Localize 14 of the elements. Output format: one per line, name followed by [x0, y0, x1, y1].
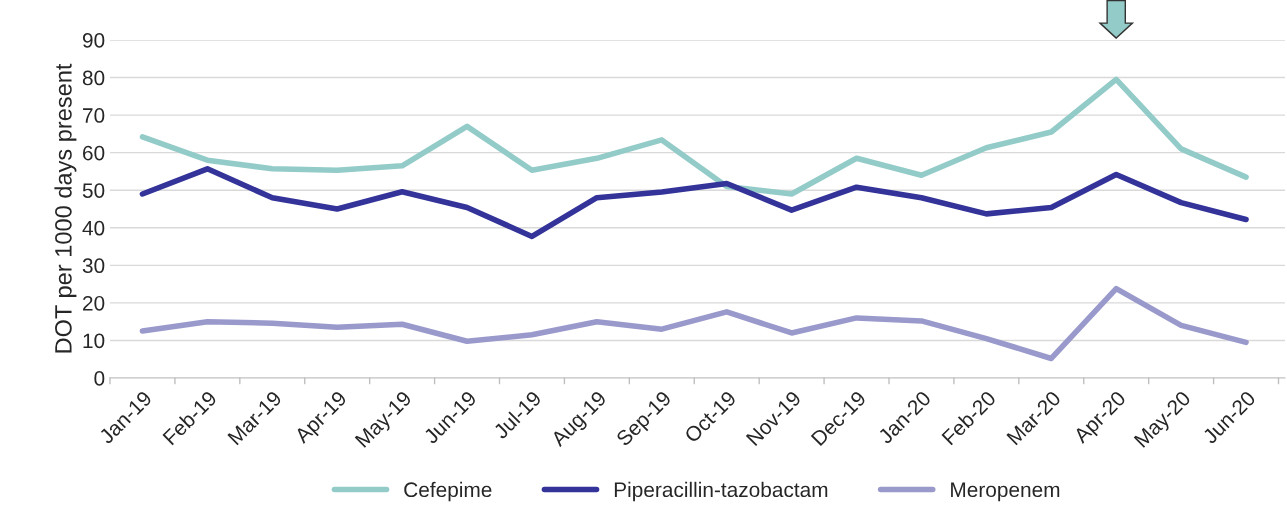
legend-label: Piperacillin-tazobactam	[614, 481, 828, 502]
legend-label: Meropenem	[951, 482, 1060, 502]
y-tick-label: 0	[94, 371, 105, 386]
y-tick-label: 60	[83, 145, 105, 161]
y-tick-label: 10	[83, 333, 105, 349]
y-tick-label: 50	[82, 183, 105, 198]
y-tick-label: 40	[82, 220, 105, 236]
y-tick-label: 20	[83, 295, 105, 311]
y-axis-title: DOT per 1000 days present	[54, 63, 77, 353]
legend-label: Cefepime	[404, 481, 492, 502]
y-tick-label: 30	[82, 258, 105, 274]
y-tick-label: 70	[83, 108, 105, 123]
y-tick-label: 80	[82, 70, 105, 86]
y-tick-label: 90	[82, 33, 105, 48]
